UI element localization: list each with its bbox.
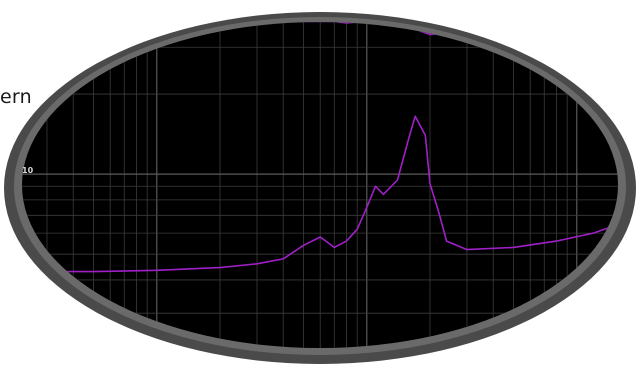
background-partial-text: ern [0, 86, 32, 108]
grid [22, 22, 618, 348]
y-axis-ticks: 10 [22, 166, 34, 175]
series-line-1 [22, 115, 618, 273]
y-tick-label: 10 [22, 166, 34, 175]
